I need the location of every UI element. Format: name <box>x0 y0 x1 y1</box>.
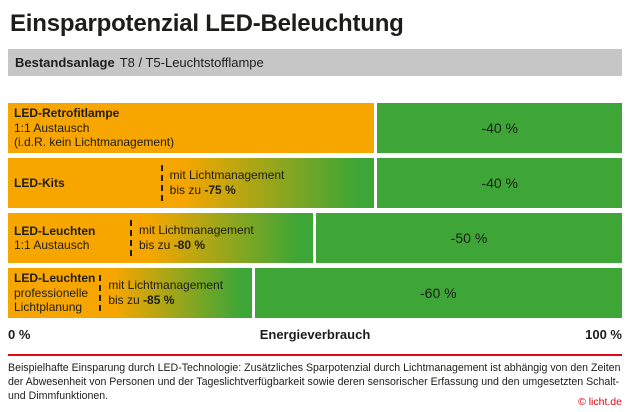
savings-bar: -40 % <box>377 158 622 208</box>
row-label: LED-Retrofitlampe 1:1 Austausch (i.d.R. ke… <box>14 106 175 150</box>
row-label: LED-Leuchten professionelle Lichtplanung <box>14 271 96 315</box>
row-label: LED-Kits <box>14 175 65 190</box>
chart-row: LED-Leuchten 1:1 Austausch mit Lichtmanage… <box>8 213 622 263</box>
consumption-bar: LED-Retrofitlampe 1:1 Austausch (i.d.R. ke… <box>8 103 375 153</box>
chart-row: LED-Leuchten professionelle Lichtplanung mi… <box>8 268 622 318</box>
savings-bar: -40 % <box>377 103 622 153</box>
consumption-bar: LED-Leuchten professionelle Lichtplanung mi… <box>8 268 252 318</box>
chart-row: LED-Retrofitlampe 1:1 Austausch (i.d.R. ke… <box>8 103 622 153</box>
light-management-note: mit Lichtmanagement bis zu -85 % <box>99 275 223 311</box>
footnote: Beispielhafte Einsparung durch LED-Techn… <box>8 362 621 402</box>
chart-row: LED-Kits mit Lichtmanagement bis zu -75 % -… <box>8 158 622 208</box>
page-title: Einsparpotenzial LED-Beleuchtung <box>10 10 404 37</box>
axis-min-label: 0 % <box>8 327 31 342</box>
axis-max-label: 100 % <box>585 327 622 342</box>
consumption-bar: LED-Kits mit Lichtmanagement bis zu -75 % <box>8 158 375 208</box>
divider-line <box>8 354 622 356</box>
consumption-bar: LED-Leuchten 1:1 Austausch mit Lichtmanage… <box>8 213 313 263</box>
row-label: LED-Leuchten 1:1 Austausch <box>14 223 96 252</box>
energy-savings-chart: LED-Retrofitlampe 1:1 Austausch (i.d.R. ke… <box>8 103 622 318</box>
x-axis: 0 % Energieverbrauch 100 % <box>8 327 622 342</box>
savings-bar: -60 % <box>254 268 622 318</box>
axis-title: Energieverbrauch <box>259 327 371 342</box>
savings-bar: -50 % <box>316 213 622 263</box>
light-management-note: mit Lichtmanagement bis zu -80 % <box>130 220 254 256</box>
legacy-system-label: T8 / T5-Leuchtstofflampe <box>119 55 264 70</box>
legacy-system-bar: Bestandsanlage T8 / T5-Leuchtstofflampe <box>8 49 622 76</box>
light-management-note: mit Lichtmanagement bis zu -75 % <box>160 165 284 201</box>
credit: © licht.de <box>578 396 622 408</box>
legacy-system-label-bold: Bestandsanlage <box>15 55 115 70</box>
